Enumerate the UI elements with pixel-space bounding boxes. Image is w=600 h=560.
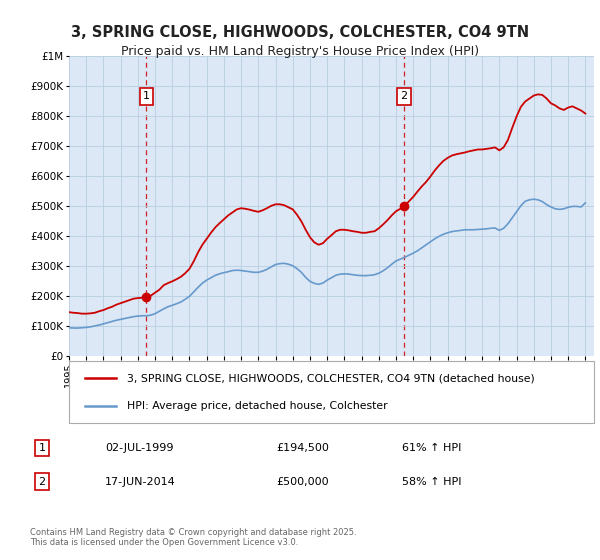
Text: 3, SPRING CLOSE, HIGHWOODS, COLCHESTER, CO4 9TN: 3, SPRING CLOSE, HIGHWOODS, COLCHESTER, … xyxy=(71,25,529,40)
Text: 58% ↑ HPI: 58% ↑ HPI xyxy=(402,477,461,487)
Text: £500,000: £500,000 xyxy=(276,477,329,487)
Text: Price paid vs. HM Land Registry's House Price Index (HPI): Price paid vs. HM Land Registry's House … xyxy=(121,45,479,58)
Text: 2: 2 xyxy=(38,477,46,487)
Text: £194,500: £194,500 xyxy=(276,443,329,453)
Text: 1: 1 xyxy=(143,91,150,101)
Text: 61% ↑ HPI: 61% ↑ HPI xyxy=(402,443,461,453)
Text: 1: 1 xyxy=(38,443,46,453)
Text: HPI: Average price, detached house, Colchester: HPI: Average price, detached house, Colc… xyxy=(127,400,388,410)
Text: 17-JUN-2014: 17-JUN-2014 xyxy=(105,477,176,487)
Text: Contains HM Land Registry data © Crown copyright and database right 2025.
This d: Contains HM Land Registry data © Crown c… xyxy=(30,528,356,547)
Text: 2: 2 xyxy=(400,91,407,101)
FancyBboxPatch shape xyxy=(69,361,594,423)
Text: 3, SPRING CLOSE, HIGHWOODS, COLCHESTER, CO4 9TN (detached house): 3, SPRING CLOSE, HIGHWOODS, COLCHESTER, … xyxy=(127,374,535,384)
Text: 02-JUL-1999: 02-JUL-1999 xyxy=(105,443,173,453)
